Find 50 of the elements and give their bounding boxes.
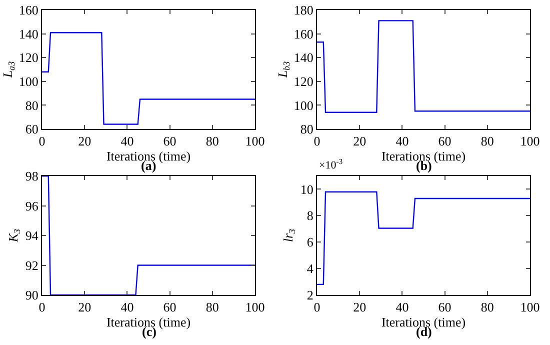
x-tick-label: 60 (163, 300, 176, 315)
y-tick-label: 160 (18, 2, 38, 18)
y-tick-label: 4 (306, 261, 314, 276)
x-tick-label: 20 (353, 134, 366, 149)
x-tick-label: 20 (78, 300, 92, 315)
y-tick-label: 98 (25, 168, 38, 184)
x-tick-label: 60 (438, 300, 452, 315)
x-tick-label: 40 (396, 134, 409, 149)
line-series (42, 32, 255, 125)
x-tick-label: 40 (396, 300, 409, 315)
x-tick-label: 20 (78, 134, 92, 149)
x-tick-label: 100 (245, 134, 265, 149)
y-tick-label: 8 (306, 208, 314, 224)
text: ×10$^{-3}$ (319, 157, 343, 172)
y-tick-label: 100 (18, 74, 38, 89)
x-tick-label: 0 (314, 300, 320, 315)
x-tick-label: 40 (120, 134, 134, 149)
x-tick-label: 100 (245, 300, 265, 315)
x-tick-label: 40 (120, 300, 134, 315)
x-tick-label: 0 (38, 300, 46, 315)
y-tick-label: 160 (294, 26, 314, 42)
y-tick-label: 120 (294, 74, 314, 89)
x-tick-label: 0 (314, 134, 320, 149)
x-tick-label: 100 (520, 134, 540, 149)
line-series (317, 20, 530, 113)
y-tick-label: 96 (25, 198, 39, 214)
x-tick-label: 60 (438, 134, 452, 149)
x-tick-label: 80 (480, 134, 494, 149)
x-tick-label: 100 (520, 300, 540, 315)
x-tick-label: 60 (163, 134, 176, 149)
y-tick-label: 60 (25, 122, 38, 137)
y-tick-label: 10 (300, 182, 314, 197)
x-tick-label: 20 (353, 300, 366, 315)
y-tick-label: 180 (294, 2, 314, 18)
y-tick-label: 100 (294, 98, 314, 113)
y-tick-label: 80 (300, 122, 314, 137)
y-tick-label: 140 (18, 26, 38, 42)
y-tick-label: 94 (25, 228, 39, 244)
line-series (317, 191, 530, 286)
x-tick-label: 80 (206, 134, 219, 149)
x-tick-label: 0 (38, 134, 46, 149)
y-tick-label: 2 (306, 288, 314, 303)
x-tick-label: 80 (206, 300, 219, 315)
y-tick-label: 6 (306, 234, 314, 250)
y-tick-label: 80 (25, 98, 38, 113)
y-tick-label: 92 (25, 258, 38, 273)
x-tick-label: 80 (480, 300, 494, 315)
y-tick-label: 120 (18, 50, 38, 66)
y-tick-label: 140 (294, 50, 314, 66)
y-tick-label: 90 (25, 288, 38, 303)
